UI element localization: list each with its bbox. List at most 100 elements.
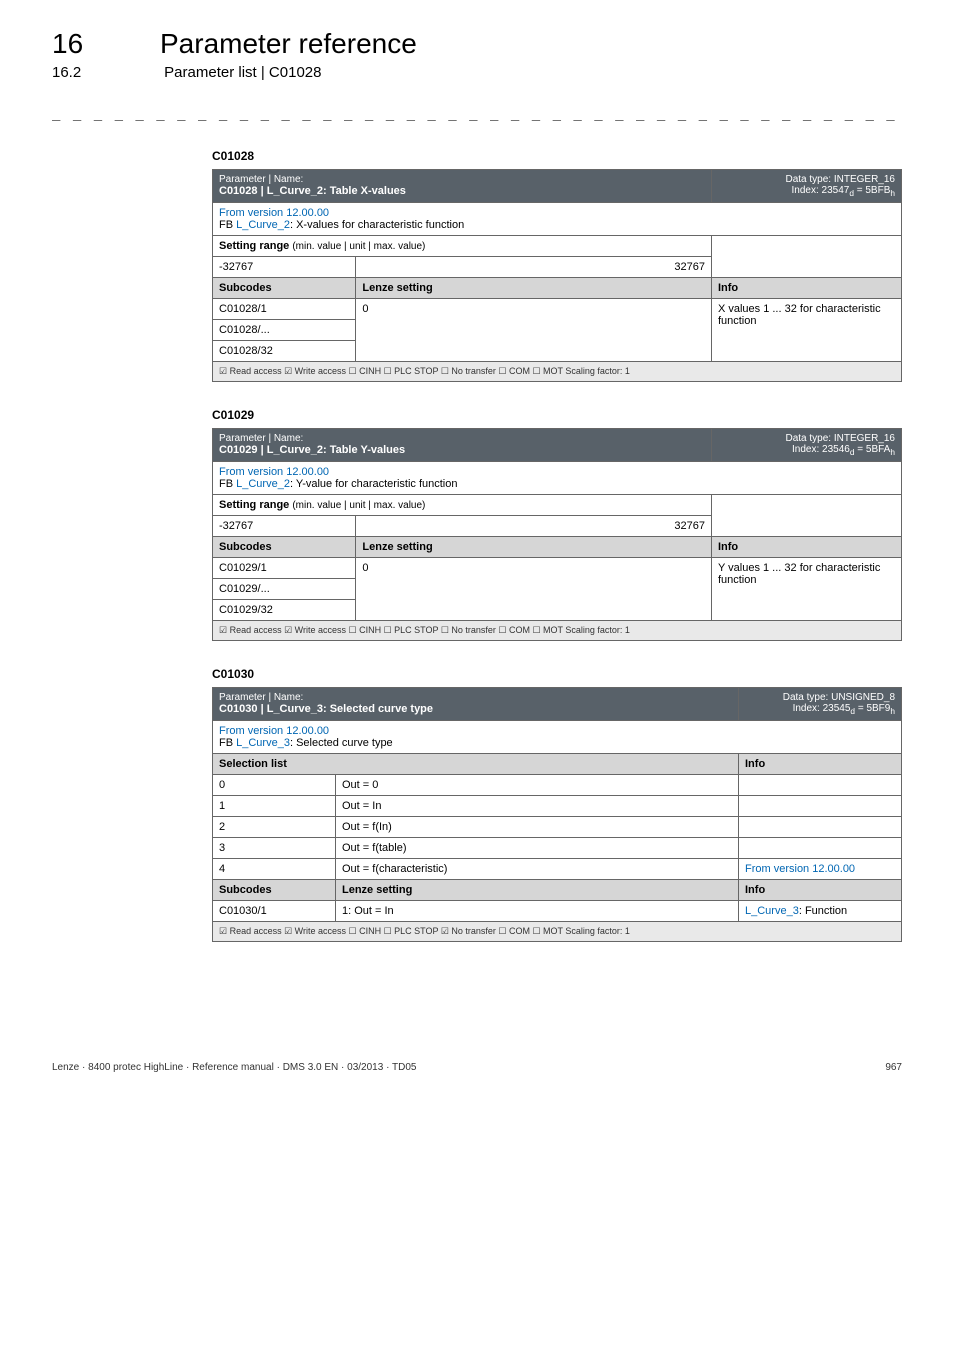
- table-row: 0 Out = 0: [213, 775, 902, 796]
- index-tail: = 5BFA: [855, 444, 891, 455]
- param-meta-cell: Data type: INTEGER_16 Index: 23547d = 5B…: [711, 170, 901, 203]
- divider: _ _ _ _ _ _ _ _ _ _ _ _ _ _ _ _ _ _ _ _ …: [52, 105, 902, 121]
- subcodes-header-row: Subcodes Lenze setting Info: [213, 880, 902, 901]
- lenze-value: 1: Out = In: [336, 901, 739, 922]
- data-type: Data type: INTEGER_16: [786, 174, 896, 185]
- table-header-row: Parameter | Name: C01028 | L_Curve_2: Ta…: [213, 170, 902, 203]
- setting-range-label: Setting range (min. value | unit | max. …: [219, 240, 425, 252]
- fb-pre: FB: [219, 219, 236, 231]
- info-header: Info: [711, 278, 901, 299]
- subcode: C01029/...: [213, 579, 356, 600]
- content-area: C01028 Parameter | Name: C01028 | L_Curv…: [212, 149, 902, 942]
- param-name-cell: Parameter | Name: C01028 | L_Curve_2: Ta…: [213, 170, 712, 203]
- subcode: C01029/1: [213, 558, 356, 579]
- info-header: Info: [739, 880, 902, 901]
- option-info-link[interactable]: From version 12.00.00: [739, 859, 902, 880]
- param-table-c01028: Parameter | Name: C01028 | L_Curve_2: Ta…: [212, 169, 902, 382]
- index-tail-sub: h: [890, 706, 895, 716]
- param-name: C01028 | L_Curve_2: Table X-values: [219, 185, 406, 197]
- empty-cell: [711, 236, 901, 278]
- from-version-link[interactable]: From version 12.00.00: [219, 207, 329, 219]
- index-tail-sub: h: [890, 447, 895, 457]
- param-meta-cell: Data type: INTEGER_16 Index: 23546d = 5B…: [711, 429, 901, 462]
- min-value: -32767: [213, 257, 356, 278]
- lenze-header: Lenze setting: [356, 537, 712, 558]
- setting-label-text: Setting range: [219, 499, 292, 511]
- param-table-c01030: Parameter | Name: C01030 | L_Curve_3: Se…: [212, 687, 902, 942]
- subcode: C01028/32: [213, 341, 356, 362]
- lenze-header: Lenze setting: [336, 880, 739, 901]
- table-row: Setting range (min. value | unit | max. …: [213, 495, 902, 516]
- table-row: 4 Out = f(characteristic) From version 1…: [213, 859, 902, 880]
- param-name: C01029 | L_Curve_2: Table Y-values: [219, 444, 405, 456]
- table-row: From version 12.00.00 FB L_Curve_2: X-va…: [213, 203, 902, 236]
- table-row: C01028/1 0 X values 1 ... 32 for charact…: [213, 299, 902, 320]
- subcodes-header: Subcodes: [213, 537, 356, 558]
- from-version-link[interactable]: From version 12.00.00: [219, 725, 329, 737]
- subcode: C01030/1: [213, 901, 336, 922]
- from-version-link[interactable]: From version 12.00.00: [219, 466, 329, 478]
- param-name: C01030 | L_Curve_3: Selected curve type: [219, 703, 433, 715]
- chapter-header: 16 Parameter reference: [52, 28, 902, 60]
- info-value: Y values 1 ... 32 for characteristic fun…: [711, 558, 901, 621]
- unit-cell: [356, 516, 522, 537]
- info-header: Info: [739, 754, 902, 775]
- data-type: Data type: INTEGER_16: [786, 433, 896, 444]
- option-text: Out = f(In): [336, 817, 739, 838]
- min-value: -32767: [213, 516, 356, 537]
- option-info: [739, 796, 902, 817]
- table-footer-row: ☑ Read access ☑ Write access ☐ CINH ☐ PL…: [213, 922, 902, 942]
- table-row: 3 Out = f(table): [213, 838, 902, 859]
- option-number: 3: [213, 838, 336, 859]
- index: Index: 23545: [793, 703, 851, 714]
- code-label: C01028: [212, 149, 902, 163]
- lenze-value: 0: [356, 299, 712, 362]
- fb-pre: FB: [219, 478, 236, 490]
- chapter-number: 16: [52, 28, 83, 59]
- info-link[interactable]: L_Curve_3: [745, 905, 799, 917]
- lenze-header: Lenze setting: [356, 278, 712, 299]
- subsection-number: 16.2: [52, 64, 160, 81]
- fb-link[interactable]: L_Curve_3: [236, 737, 290, 749]
- param-name-cell: Parameter | Name: C01029 | L_Curve_2: Ta…: [213, 429, 712, 462]
- fb-post: : X-values for characteristic function: [290, 219, 464, 231]
- data-type: Data type: UNSIGNED_8: [783, 692, 895, 703]
- table-row: From version 12.00.00 FB L_Curve_2: Y-va…: [213, 462, 902, 495]
- unit-cell: [356, 257, 522, 278]
- code-label: C01029: [212, 408, 902, 422]
- subsection-header: 16.2 Parameter list | C01028: [52, 64, 902, 81]
- option-number: 2: [213, 817, 336, 838]
- param-label: Parameter | Name:: [219, 174, 303, 185]
- setting-label-text: Setting range: [219, 240, 292, 252]
- option-info: [739, 775, 902, 796]
- fb-link[interactable]: L_Curve_2: [236, 478, 290, 490]
- code-label: C01030: [212, 667, 902, 681]
- page: 16 Parameter reference 16.2 Parameter li…: [0, 0, 954, 1113]
- fb-link[interactable]: L_Curve_2: [236, 219, 290, 231]
- access-flags: ☑ Read access ☑ Write access ☐ CINH ☐ PL…: [213, 362, 902, 382]
- subcode: C01028/1: [213, 299, 356, 320]
- param-label: Parameter | Name:: [219, 692, 303, 703]
- option-info: [739, 838, 902, 859]
- footer-left: Lenze · 8400 protec HighLine · Reference…: [52, 1062, 416, 1073]
- index-tail: = 5BFB: [854, 185, 890, 196]
- table-header-row: Parameter | Name: C01029 | L_Curve_2: Ta…: [213, 429, 902, 462]
- info-cell: L_Curve_3: Function: [739, 901, 902, 922]
- table-row: 2 Out = f(In): [213, 817, 902, 838]
- setting-paren: (min. value | unit | max. value): [292, 500, 425, 511]
- param-name-cell: Parameter | Name: C01030 | L_Curve_3: Se…: [213, 688, 739, 721]
- table-row: 1 Out = In: [213, 796, 902, 817]
- table-footer-row: ☑ Read access ☑ Write access ☐ CINH ☐ PL…: [213, 621, 902, 641]
- option-text: Out = f(table): [336, 838, 739, 859]
- info-post: : Function: [799, 905, 847, 917]
- fb-pre: FB: [219, 737, 236, 749]
- description-cell: From version 12.00.00 FB L_Curve_3: Sele…: [213, 721, 902, 754]
- option-info: [739, 817, 902, 838]
- table-footer-row: ☑ Read access ☑ Write access ☐ CINH ☐ PL…: [213, 362, 902, 382]
- subcodes-header: Subcodes: [213, 278, 356, 299]
- table-header-row: Parameter | Name: C01030 | L_Curve_3: Se…: [213, 688, 902, 721]
- fb-post: : Selected curve type: [290, 737, 393, 749]
- subcodes-header-row: Subcodes Lenze setting Info: [213, 537, 902, 558]
- index-tail-sub: h: [890, 188, 895, 198]
- selection-list-header: Selection list: [213, 754, 739, 775]
